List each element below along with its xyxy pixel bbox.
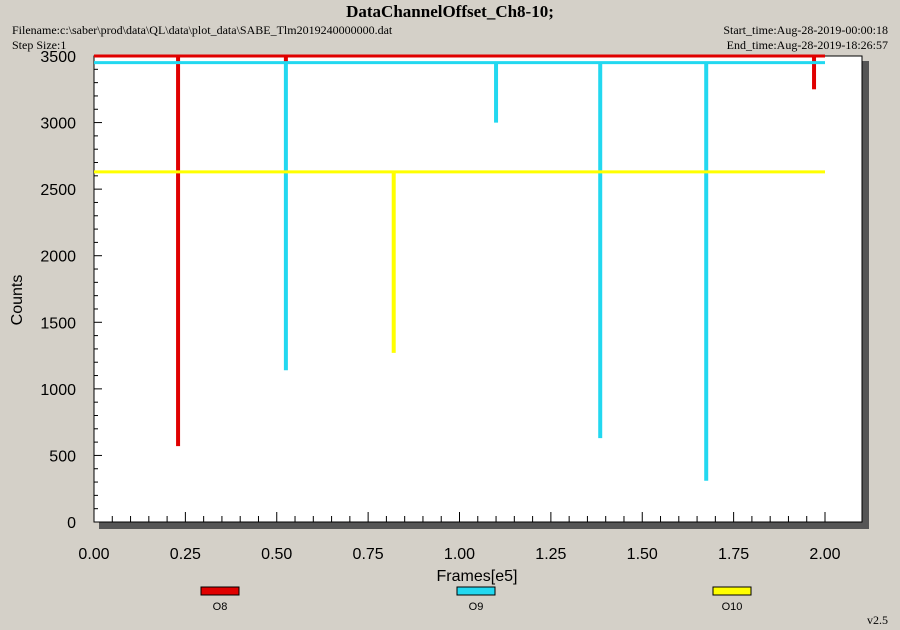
- y-tick-label: 0: [67, 515, 76, 532]
- legend-label-o10: O10: [722, 601, 743, 613]
- x-tick-label: 0.00: [78, 546, 109, 563]
- x-tick-label: 1.50: [627, 546, 658, 563]
- legend-swatch-o10: [712, 586, 752, 596]
- x-tick-label: 1.00: [444, 546, 475, 563]
- y-tick-label: 2000: [40, 249, 76, 266]
- x-tick-label: 1.75: [718, 546, 749, 563]
- y-tick-label: 1000: [40, 382, 76, 399]
- y-tick-label: 2500: [40, 182, 76, 199]
- plot-area: [93, 55, 863, 523]
- x-tick-label: 0.25: [170, 546, 201, 563]
- version-label: v2.5: [867, 613, 888, 627]
- y-tick-label: 3000: [40, 116, 76, 133]
- y-axis-label: Counts: [9, 275, 26, 326]
- x-tick-label: 1.25: [535, 546, 566, 563]
- legend-label-o8: O8: [213, 601, 228, 613]
- step-size-label: Step Size:1: [12, 38, 67, 52]
- end-time-label: End_time:Aug-28-2019-18:26:57: [726, 38, 888, 52]
- legend-swatch-o9: [456, 586, 496, 596]
- x-axis-label: Frames[e5]: [437, 568, 518, 585]
- chart-title: DataChannelOffset_Ch8-10;: [346, 2, 554, 21]
- filename-label: Filename:c:\saber\prod\data\QL\data\plot…: [12, 23, 393, 37]
- y-tick-label: 500: [49, 448, 76, 465]
- y-tick-label: 3500: [40, 49, 76, 66]
- start-time-label: Start_time:Aug-28-2019-00:00:18: [723, 23, 888, 37]
- x-tick-label: 2.00: [809, 546, 840, 563]
- legend-label-o9: O9: [469, 601, 484, 613]
- x-tick-label: 0.50: [261, 546, 292, 563]
- legend-swatch-o8: [200, 586, 240, 596]
- y-tick-label: 1500: [40, 315, 76, 332]
- x-tick-label: 0.75: [353, 546, 384, 563]
